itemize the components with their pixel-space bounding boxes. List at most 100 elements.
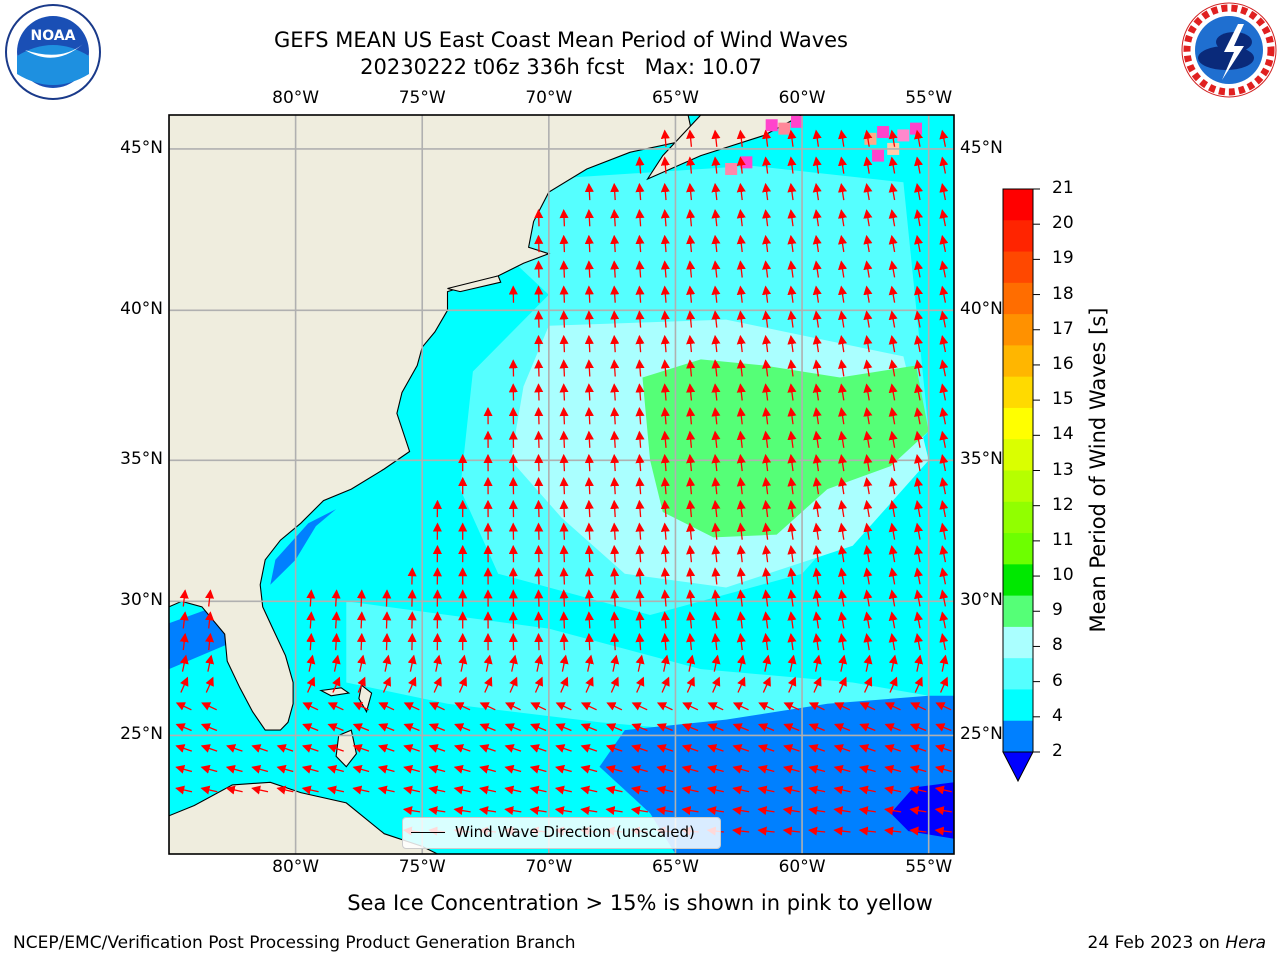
wave-direction-arrow — [660, 499, 670, 518]
wave-direction-arrow — [884, 826, 902, 836]
wave-direction-arrow — [605, 764, 623, 774]
wave-direction-arrow — [762, 209, 772, 227]
wave-direction-arrow — [559, 209, 569, 227]
wave-direction-arrow — [939, 500, 949, 518]
wave-direction-arrow — [863, 285, 873, 303]
wave-direction-arrow — [888, 234, 898, 253]
wave-direction-arrow — [686, 383, 696, 401]
wave-direction-arrow — [635, 589, 645, 607]
colorbar-tick-label: 18 — [1052, 283, 1074, 304]
wave-direction-arrow — [736, 611, 746, 629]
wave-direction-arrow — [353, 702, 369, 711]
wave-direction-arrow — [635, 632, 645, 651]
wave-direction-arrow — [812, 156, 822, 174]
wave-direction-arrow — [610, 453, 620, 472]
wave-direction-arrow — [681, 785, 699, 795]
wave-direction-arrow — [660, 477, 670, 495]
wave-direction-arrow — [660, 407, 670, 425]
sea-ice-cell — [765, 119, 778, 132]
wave-direction-arrow — [686, 477, 696, 495]
wave-direction-arrow — [302, 723, 319, 732]
wave-direction-arrow — [888, 430, 898, 448]
wave-direction-arrow — [660, 611, 670, 629]
wave-direction-arrow — [686, 430, 696, 448]
north-america-land — [169, 115, 694, 731]
wave-direction-arrow — [787, 499, 797, 518]
wave-direction-arrow — [762, 654, 772, 672]
wave-direction-arrow — [382, 632, 392, 651]
colorbar-bin — [1003, 470, 1033, 503]
wave-direction-arrow — [403, 744, 420, 753]
wave-direction-arrow — [736, 334, 746, 353]
wave-direction-arrow — [863, 183, 873, 201]
wave-direction-arrow — [681, 744, 699, 753]
wave-direction-arrow — [939, 454, 949, 472]
wave-direction-arrow — [408, 676, 417, 693]
wave-direction-arrow — [454, 723, 471, 732]
wave-direction-arrow — [584, 632, 594, 651]
wave-direction-arrow — [534, 499, 544, 518]
wave-direction-arrow — [610, 477, 620, 495]
wave-direction-arrow — [812, 182, 822, 201]
wave-direction-arrow — [635, 383, 645, 401]
wave-direction-arrow — [251, 744, 268, 753]
wave-direction-arrow — [478, 806, 497, 816]
wave-direction-arrow — [863, 383, 873, 401]
wave-direction-arrow — [711, 453, 721, 472]
wave-direction-arrow — [787, 477, 797, 495]
wave-direction-arrow — [559, 234, 569, 253]
wave-direction-arrow — [833, 785, 851, 795]
colorbar-bin — [1003, 533, 1033, 565]
wave-direction-arrow — [838, 430, 848, 448]
wave-direction-arrow — [584, 383, 594, 401]
wave-direction-arrow — [580, 702, 597, 711]
wave-direction-arrow — [559, 676, 569, 693]
colorbar-bin — [1003, 564, 1033, 597]
wave-direction-arrow — [534, 654, 544, 672]
lon-tick-label-bottom: 55°W — [905, 857, 953, 877]
wave-direction-arrow — [914, 260, 923, 278]
wave-direction-arrow — [580, 723, 598, 732]
wave-direction-arrow — [635, 407, 645, 425]
wave-direction-arrow — [301, 744, 319, 753]
wave-direction-arrow — [888, 567, 898, 585]
legend-label: Wind Wave Direction (unscaled) — [455, 823, 695, 841]
wave-direction-arrow — [534, 589, 544, 607]
wave-direction-arrow — [175, 723, 192, 732]
lat-tick-label-left: 35°N — [120, 449, 163, 470]
wave-direction-arrow — [736, 567, 746, 585]
wave-direction-arrow — [909, 764, 927, 774]
wave-direction-arrow — [584, 522, 594, 540]
wave-direction-arrow — [838, 209, 848, 227]
wave-direction-arrow — [610, 260, 620, 278]
lat-tick-label-right: 35°N — [960, 449, 1003, 470]
wave-direction-arrow — [808, 826, 826, 836]
wave-direction-arrow — [610, 499, 620, 518]
wave-direction-arrow — [686, 407, 696, 425]
wave-direction-arrow — [914, 183, 923, 201]
wave-direction-arrow — [301, 764, 319, 774]
wave-direction-arrow — [838, 633, 848, 651]
wave-direction-arrow — [610, 544, 620, 563]
wave-direction-arrow — [736, 156, 746, 174]
wave-direction-arrow — [656, 785, 674, 795]
wave-direction-arrow — [762, 453, 772, 472]
wave-direction-arrow — [686, 589, 696, 607]
wave-direction-arrow — [428, 723, 446, 732]
wave-direction-arrow — [302, 702, 319, 711]
wave-direction-arrow — [762, 234, 772, 253]
wave-direction-arrow — [635, 430, 645, 448]
wave-direction-arrow — [327, 702, 344, 711]
wave-direction-arrow — [736, 359, 746, 377]
wave-direction-arrow — [660, 334, 670, 353]
wave-direction-arrow — [175, 764, 193, 774]
wave-direction-arrow — [403, 785, 421, 795]
map-legend: Wind Wave Direction (unscaled) — [402, 817, 721, 849]
wave-direction-arrow — [200, 723, 218, 732]
wave-direction-arrow — [838, 260, 848, 278]
wave-direction-arrow — [686, 654, 696, 672]
wave-direction-arrow — [686, 260, 696, 278]
wave-direction-arrow — [559, 334, 569, 353]
wave-direction-arrow — [479, 702, 496, 711]
wave-direction-arrow — [888, 156, 898, 174]
